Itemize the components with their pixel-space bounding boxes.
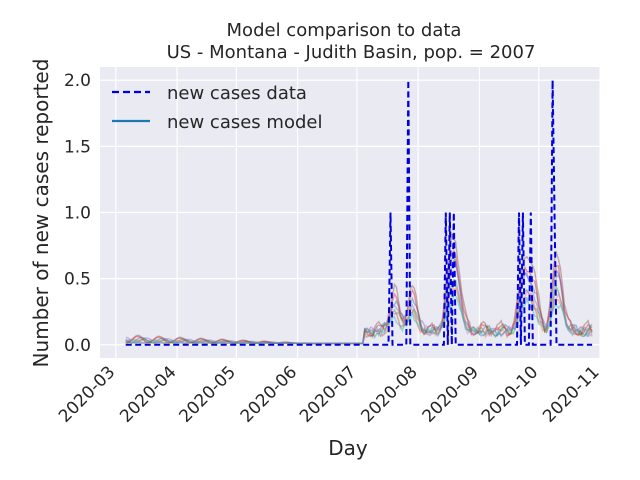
x-axis-label: Day [328,436,368,460]
model-sample-line [125,294,593,345]
x-tick-label: 2020-06 [237,362,301,426]
y-axis-ticks: 0.0 0.5 1.0 1.5 2.0 [64,71,91,356]
data-series-line [125,80,593,346]
x-tick-label: 2020-07 [296,362,360,426]
y-tick-label: 0.0 [64,336,91,356]
y-axis-label: Number of new cases reported [29,59,53,368]
x-tick-label: 2020-10 [478,362,542,426]
data-series-layer [125,80,593,346]
x-tick-label: 2020-03 [55,362,119,426]
grid [100,67,601,358]
y-tick-label: 1.0 [64,204,91,224]
chart-title: Model comparison to data [227,20,462,41]
x-axis-ticks: 2020-032020-042020-052020-062020-072020-… [55,362,604,426]
model-sample-line [125,231,593,345]
legend-label-data: new cases data [167,83,307,104]
model-sample-line [125,278,593,345]
legend: new cases data new cases model [112,83,322,133]
x-tick-label: 2020-08 [357,362,421,426]
x-tick-label: 2020-09 [419,362,483,426]
model-sample-line [125,283,593,345]
x-tick-label: 2020-11 [539,362,603,426]
model-sample-line [125,287,593,345]
x-tick-label: 2020-05 [176,362,240,426]
model-series-layer [125,231,593,345]
chart-subtitle: US - Montana - Judith Basin, pop. = 2007 [167,42,536,63]
model-sample-line [125,256,593,345]
model-sample-line [125,249,593,345]
y-tick-label: 2.0 [64,71,91,91]
model-sample-line [125,259,593,345]
x-tick-label: 2020-04 [116,362,180,426]
y-tick-label: 0.5 [64,270,91,290]
legend-label-model: new cases model [167,112,322,133]
y-tick-label: 1.5 [64,137,91,157]
